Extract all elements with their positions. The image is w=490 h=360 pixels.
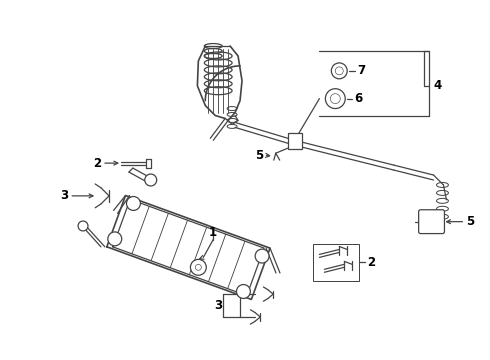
Text: 2: 2 xyxy=(367,256,375,269)
Text: 4: 4 xyxy=(434,79,442,92)
Circle shape xyxy=(335,67,343,75)
Circle shape xyxy=(126,197,141,210)
Circle shape xyxy=(78,221,88,231)
Text: 6: 6 xyxy=(354,92,363,105)
Text: 3: 3 xyxy=(214,298,222,311)
Text: 1: 1 xyxy=(209,226,217,239)
Circle shape xyxy=(331,63,347,79)
Text: 5: 5 xyxy=(255,149,263,162)
Text: 5: 5 xyxy=(466,215,474,228)
Circle shape xyxy=(191,260,206,275)
Text: 7: 7 xyxy=(357,64,365,77)
Circle shape xyxy=(255,249,269,263)
Text: 3: 3 xyxy=(60,189,69,202)
Bar xyxy=(314,243,359,281)
Circle shape xyxy=(330,94,340,104)
FancyBboxPatch shape xyxy=(418,210,444,234)
Circle shape xyxy=(237,284,250,298)
Circle shape xyxy=(108,232,122,246)
Circle shape xyxy=(145,174,157,186)
Text: 2: 2 xyxy=(93,157,101,170)
Bar xyxy=(288,133,301,149)
Circle shape xyxy=(196,264,201,270)
Circle shape xyxy=(325,89,345,109)
